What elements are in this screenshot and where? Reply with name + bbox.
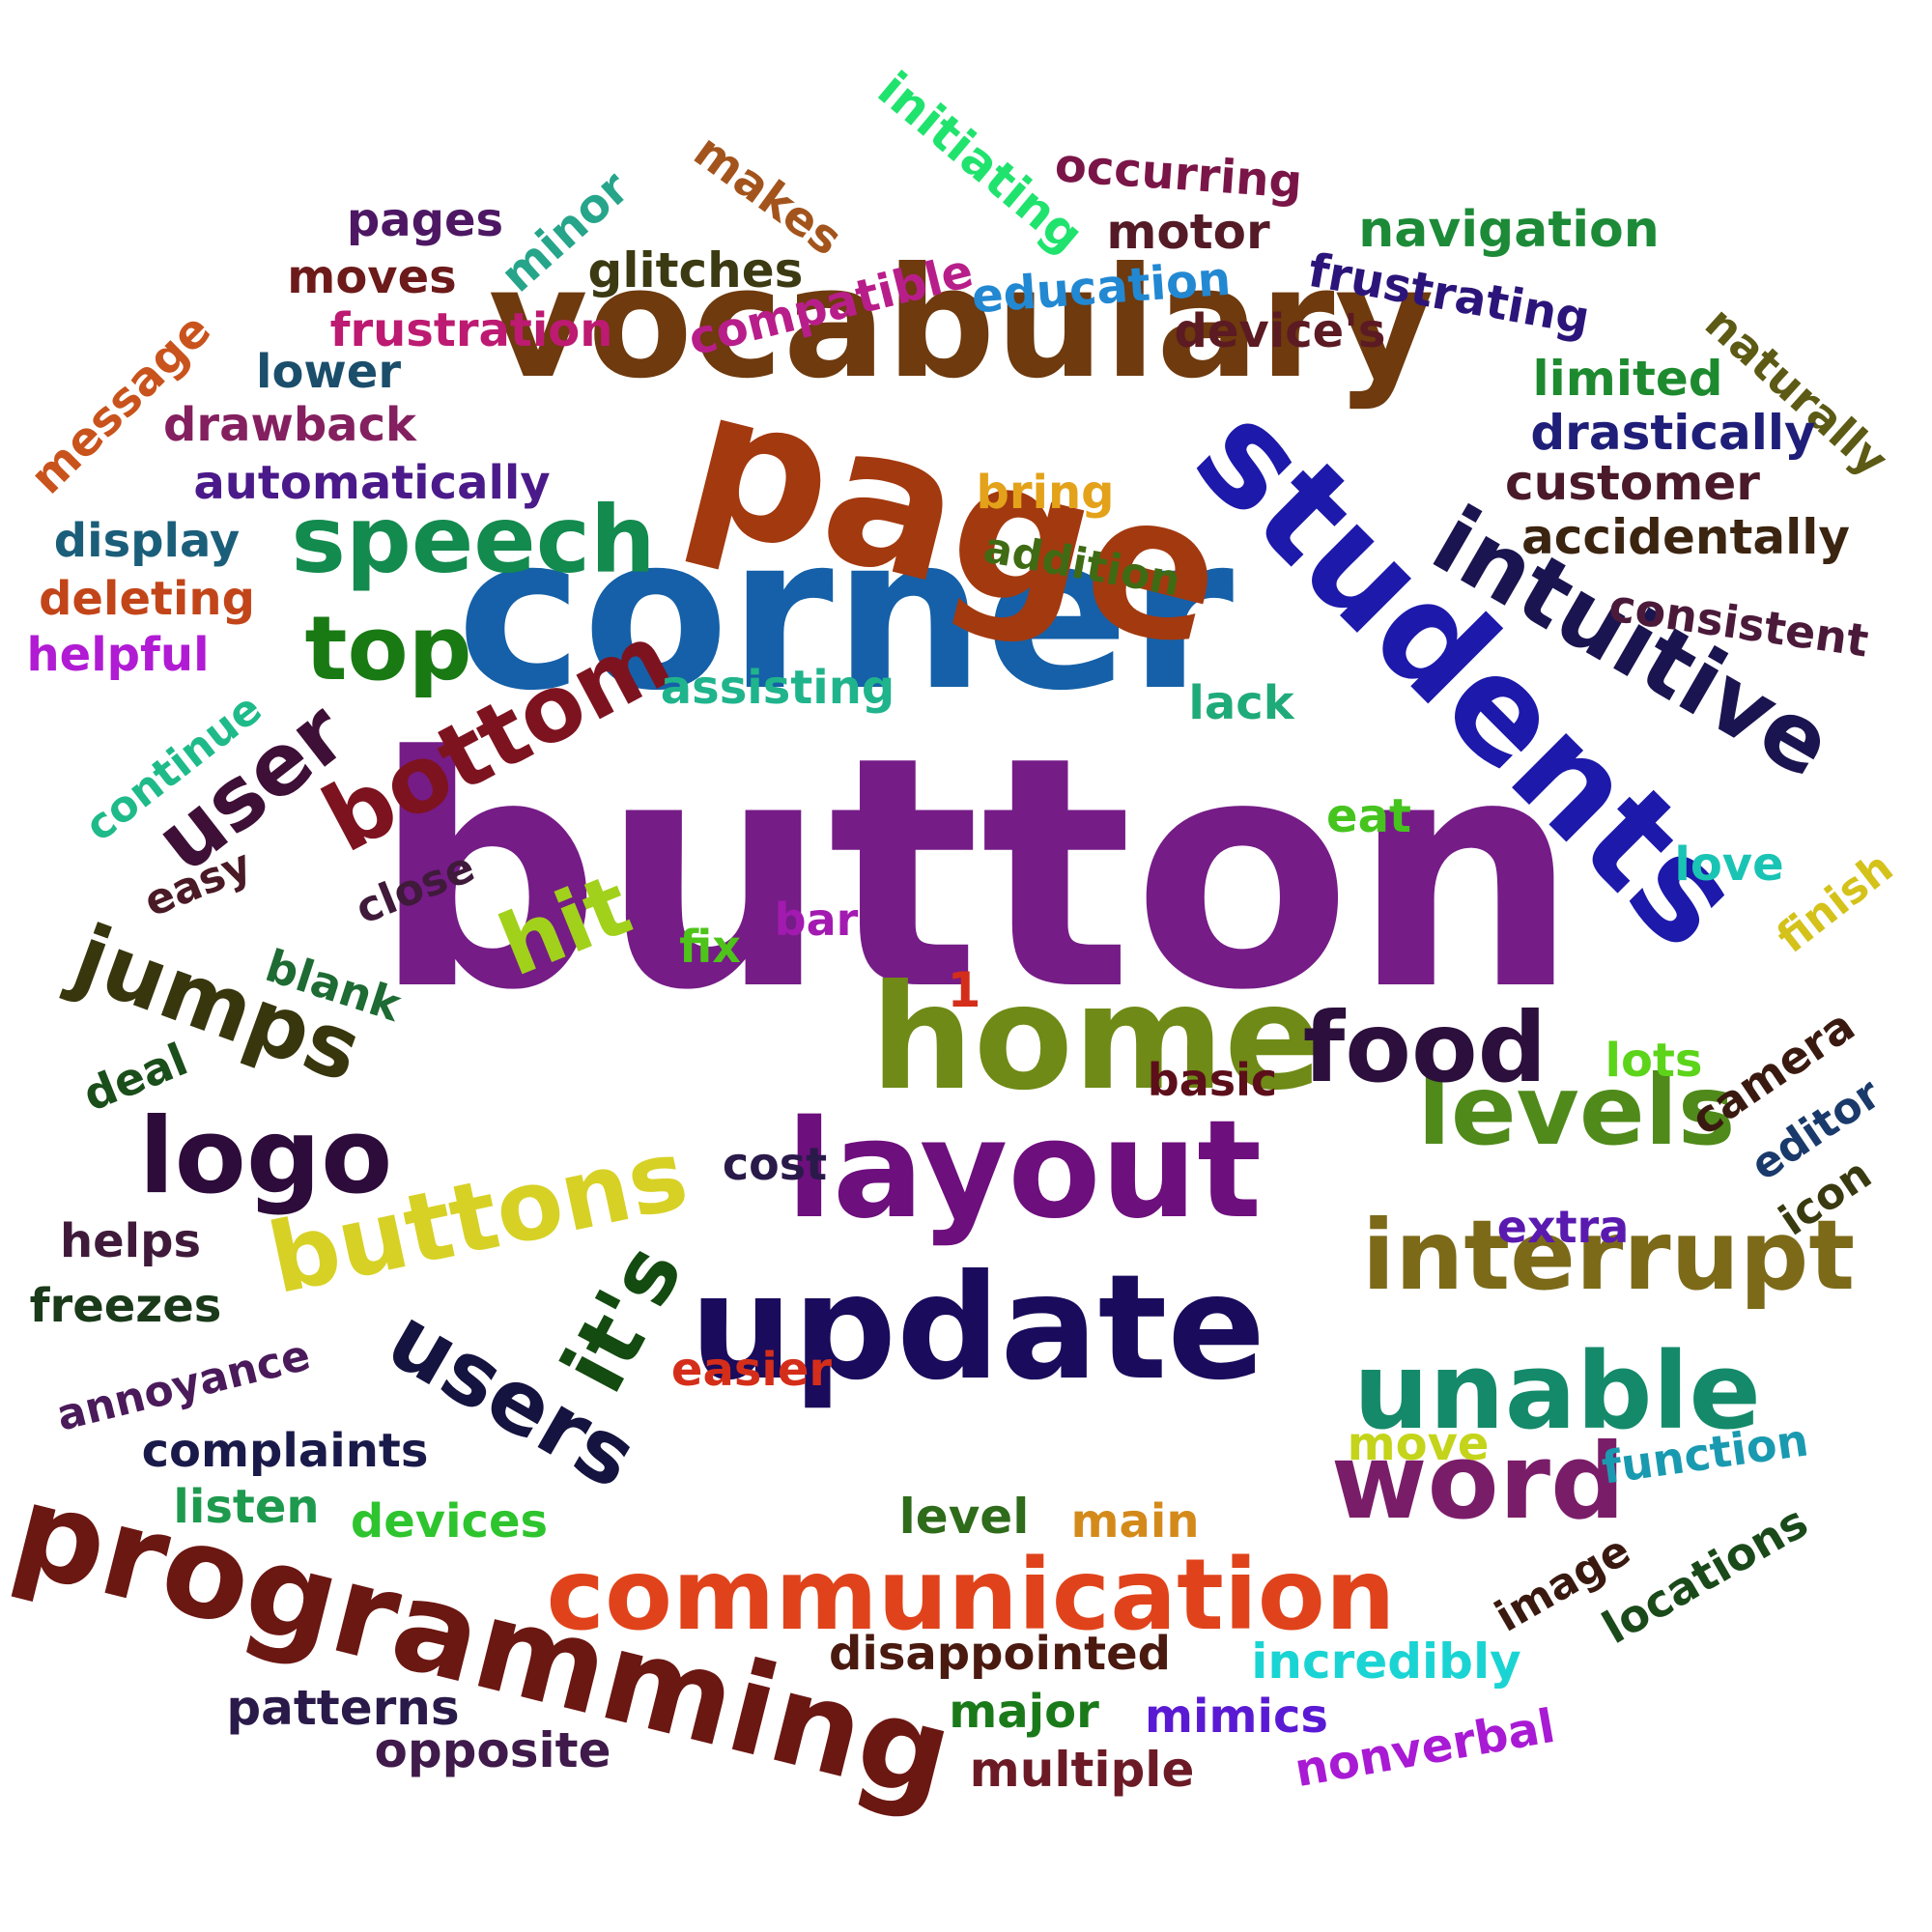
word-unable: unable [1353,1329,1761,1453]
word-navigation: navigation [1358,201,1660,259]
word-eat: eat [1326,789,1411,843]
word-occurring: occurring [1053,138,1304,210]
word-level: level [898,1489,1030,1545]
word-major: major [949,1685,1099,1739]
word-patterns: patterns [226,1680,460,1736]
word-logo: logo [138,1096,393,1217]
word-display: display [53,514,241,568]
word-nonverbal: nonverbal [1291,1698,1559,1799]
word-lack: lack [1188,676,1294,730]
word-cost: cost [722,1138,828,1190]
word-move: move [1347,1417,1490,1471]
word-devices: devices [350,1494,549,1548]
word-lower: lower [256,345,401,399]
word-corner: corner [456,490,1235,737]
word-layout: layout [785,1092,1263,1249]
word-devices-apos: device's [1174,304,1386,358]
word-multiple: multiple [969,1742,1195,1798]
word-fix: fix [679,921,741,973]
word-easy: easy [137,839,259,927]
word-button: button [372,689,1579,1060]
word-glitches: glitches [587,242,804,298]
word-drawback: drawback [163,398,416,452]
word-bring: bring [976,466,1115,520]
word-food: food [1302,991,1548,1104]
word-annoyance: annoyance [51,1330,316,1441]
word-helps: helps [59,1214,202,1268]
word-finish: finish [1768,842,1903,963]
word-accidentally: accidentally [1521,509,1850,565]
word-update: update [689,1244,1266,1412]
word-disappointed: disappointed [829,1627,1171,1681]
word-easier: easier [670,1343,833,1397]
word-opposite: opposite [374,1722,611,1778]
word-basic: basic [1147,1054,1278,1106]
word-interrupt: interrupt [1361,1199,1856,1312]
word-frustration: frustration [329,303,613,357]
word-automatically: automatically [193,456,551,510]
word-communication: communication [546,1538,1396,1653]
word-lots: lots [1605,1034,1703,1088]
word-speech: speech [291,487,656,594]
word-moves: moves [287,250,457,304]
word-drastically: drastically [1530,405,1816,461]
word-complaints: complaints [141,1424,429,1478]
word-bar: bar [774,894,859,946]
word-love: love [1674,838,1784,892]
word-assisting: assisting [660,661,895,715]
word-freezes: freezes [29,1279,222,1333]
word-locations: locations [1593,1494,1817,1655]
word-mimics: mimics [1145,1690,1328,1744]
word-deleting: deleting [39,572,255,626]
word-one: 1 [947,962,981,1018]
word-extra: extra [1496,1201,1630,1253]
word-helpful: helpful [26,628,210,682]
word-vocabulary: vocabulary [488,235,1435,412]
word-limited: limited [1532,351,1723,407]
word-customer: customer [1505,455,1760,511]
word-top: top [304,597,472,700]
word-home: home [870,954,1322,1122]
word-pages: pages [346,193,504,247]
word-levels: levels [1417,1054,1736,1167]
word-listen: listen [173,1480,320,1534]
word-incredibly: incredibly [1251,1634,1521,1690]
word-main: main [1070,1494,1200,1548]
word-word: word [1330,1422,1626,1543]
word-motor: motor [1106,204,1270,260]
